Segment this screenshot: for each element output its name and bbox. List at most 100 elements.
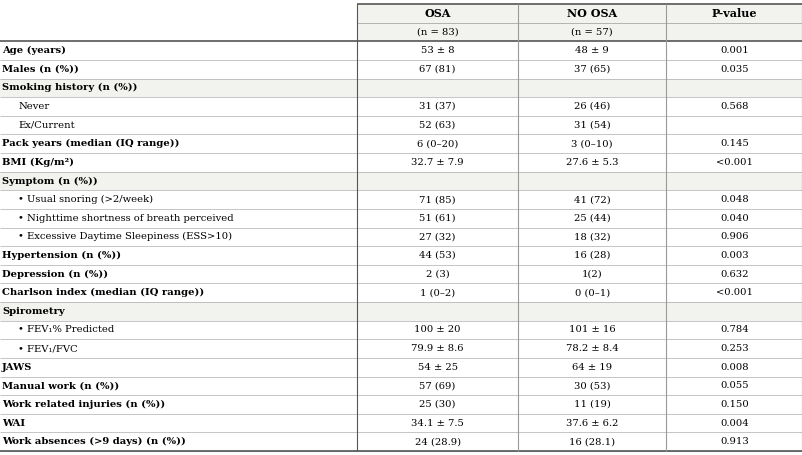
Bar — [0, 97, 802, 116]
Text: 0.784: 0.784 — [719, 325, 748, 334]
Text: P-value: P-value — [711, 8, 756, 19]
Text: 41 (72): 41 (72) — [573, 195, 610, 204]
Text: 53 ± 8: 53 ± 8 — [420, 46, 454, 55]
Text: Charlson index (median (IQ range)): Charlson index (median (IQ range)) — [2, 288, 204, 297]
Text: 18 (32): 18 (32) — [573, 233, 610, 241]
Text: 1 (0–2): 1 (0–2) — [419, 288, 455, 297]
Bar — [0, 60, 802, 79]
Bar — [0, 172, 802, 190]
Bar — [0, 339, 802, 358]
Text: Age (years): Age (years) — [2, 46, 66, 55]
Bar — [0, 190, 802, 209]
Bar — [0, 414, 802, 432]
Text: 0.001: 0.001 — [719, 46, 748, 55]
Text: (n = 57): (n = 57) — [571, 27, 612, 36]
Text: 37.6 ± 6.2: 37.6 ± 6.2 — [565, 419, 618, 428]
Text: (n = 83): (n = 83) — [416, 27, 458, 36]
Text: • Nighttime shortness of breath perceived: • Nighttime shortness of breath perceive… — [18, 214, 233, 222]
Bar — [0, 395, 802, 414]
Text: 24 (28.9): 24 (28.9) — [414, 437, 460, 446]
Text: 34.1 ± 7.5: 34.1 ± 7.5 — [411, 419, 464, 428]
Text: BMI (Kg/m²): BMI (Kg/m²) — [2, 158, 74, 167]
Text: 0.055: 0.055 — [719, 381, 748, 390]
Text: Males (n (%)): Males (n (%)) — [2, 65, 79, 74]
Bar — [0, 41, 802, 60]
Text: 26 (46): 26 (46) — [573, 102, 610, 111]
Text: 32.7 ± 7.9: 32.7 ± 7.9 — [411, 158, 464, 167]
Bar — [0, 376, 802, 395]
Text: • FEV₁/FVC: • FEV₁/FVC — [18, 344, 78, 353]
Text: 0.913: 0.913 — [719, 437, 748, 446]
Text: 0.003: 0.003 — [719, 251, 748, 260]
Text: Work absences (>9 days) (n (%)): Work absences (>9 days) (n (%)) — [2, 437, 185, 446]
Text: 54 ± 25: 54 ± 25 — [417, 363, 457, 372]
Text: 0.150: 0.150 — [719, 400, 748, 409]
Text: 57 (69): 57 (69) — [419, 381, 456, 390]
Text: 0.906: 0.906 — [719, 233, 748, 241]
Bar — [0, 432, 802, 451]
Text: • Usual snoring (>2/week): • Usual snoring (>2/week) — [18, 195, 153, 204]
Text: 100 ± 20: 100 ± 20 — [414, 325, 460, 334]
Text: <0.001: <0.001 — [715, 158, 752, 167]
Text: 2 (3): 2 (3) — [425, 269, 449, 278]
Text: Smoking history (n (%)): Smoking history (n (%)) — [2, 83, 137, 92]
Text: Depression (n (%)): Depression (n (%)) — [2, 269, 108, 278]
Text: Never: Never — [18, 102, 49, 111]
Text: 0 (0–1): 0 (0–1) — [574, 288, 609, 297]
Bar — [0, 79, 802, 97]
Text: 0.035: 0.035 — [719, 65, 748, 74]
Bar — [0, 265, 802, 283]
Bar — [0, 209, 802, 228]
Text: 78.2 ± 8.4: 78.2 ± 8.4 — [565, 344, 618, 353]
Text: 0.040: 0.040 — [719, 214, 748, 222]
Bar — [0, 321, 802, 339]
Text: 64 ± 19: 64 ± 19 — [572, 363, 611, 372]
Text: Ex/Current: Ex/Current — [18, 121, 75, 130]
Text: 52 (63): 52 (63) — [419, 121, 456, 130]
Text: 0.048: 0.048 — [719, 195, 748, 204]
Text: 3 (0–10): 3 (0–10) — [571, 139, 612, 148]
Text: 30 (53): 30 (53) — [573, 381, 610, 390]
Text: 25 (44): 25 (44) — [573, 214, 610, 222]
Text: 48 ± 9: 48 ± 9 — [574, 46, 609, 55]
Text: 31 (54): 31 (54) — [573, 121, 610, 130]
Text: 6 (0–20): 6 (0–20) — [416, 139, 458, 148]
Text: <0.001: <0.001 — [715, 288, 752, 297]
Text: 0.253: 0.253 — [719, 344, 748, 353]
Bar — [517, 4, 666, 41]
Text: • FEV₁% Predicted: • FEV₁% Predicted — [18, 325, 114, 334]
Bar — [0, 153, 802, 172]
Bar — [0, 246, 802, 265]
Text: 31 (37): 31 (37) — [419, 102, 456, 111]
Text: NO OSA: NO OSA — [566, 8, 617, 19]
Text: • Excessive Daytime Sleepiness (ESS>10): • Excessive Daytime Sleepiness (ESS>10) — [18, 232, 232, 241]
Bar — [0, 358, 802, 376]
Text: 79.9 ± 8.6: 79.9 ± 8.6 — [411, 344, 464, 353]
Text: OSA: OSA — [424, 8, 450, 19]
Text: Hypertension (n (%)): Hypertension (n (%)) — [2, 251, 121, 260]
Text: 11 (19): 11 (19) — [573, 400, 610, 409]
Text: 71 (85): 71 (85) — [419, 195, 456, 204]
Text: 16 (28): 16 (28) — [573, 251, 610, 260]
Text: 0.145: 0.145 — [719, 139, 748, 148]
Text: Pack years (median (IQ range)): Pack years (median (IQ range)) — [2, 139, 180, 148]
Text: JAWS: JAWS — [2, 363, 32, 372]
Bar — [0, 228, 802, 246]
Bar — [357, 4, 517, 41]
Bar — [0, 116, 802, 134]
Text: 27 (32): 27 (32) — [419, 233, 456, 241]
Text: 67 (81): 67 (81) — [419, 65, 456, 74]
Text: 25 (30): 25 (30) — [419, 400, 456, 409]
Bar — [666, 4, 802, 41]
Text: 1(2): 1(2) — [581, 269, 602, 278]
Text: Symptom (n (%)): Symptom (n (%)) — [2, 177, 98, 186]
Text: 0.632: 0.632 — [719, 269, 748, 278]
Text: Manual work (n (%)): Manual work (n (%)) — [2, 381, 119, 390]
Bar — [0, 283, 802, 302]
Text: WAI: WAI — [2, 419, 25, 428]
Text: 44 (53): 44 (53) — [419, 251, 456, 260]
Text: 37 (65): 37 (65) — [573, 65, 610, 74]
Text: 0.008: 0.008 — [719, 363, 748, 372]
Text: 0.004: 0.004 — [719, 419, 748, 428]
Text: Work related injuries (n (%)): Work related injuries (n (%)) — [2, 400, 165, 409]
